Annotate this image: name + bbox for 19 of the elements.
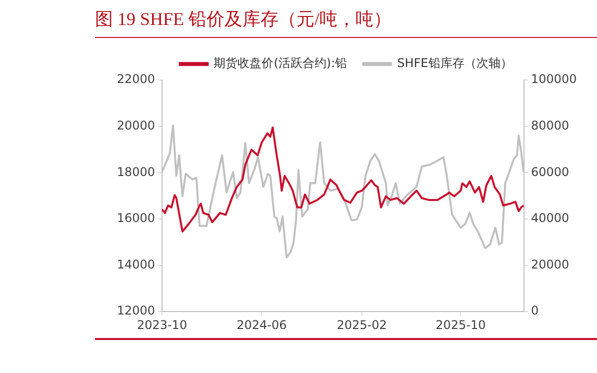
legend-label: SHFE铅库存（次轴） [397,56,512,70]
y2-tick-label: 20000 [531,257,570,272]
y2-tick-label: 80000 [531,118,570,132]
x-tick-label: 2025-02 [336,318,387,332]
x-tick-label: 2024-06 [236,318,287,332]
y-tick-label: 20000 [116,118,155,132]
y-tick-label: 22000 [116,72,155,86]
legend-label: 期货收盘价(活跃合约):铅 [214,56,348,70]
y2-tick-label: 100000 [531,72,577,86]
y-tick-label: 12000 [116,304,155,318]
y2-tick-label: 60000 [531,164,570,179]
x-tick-label: 2023-10 [136,318,188,332]
y-tick-label: 14000 [116,257,155,272]
y-tick-label: 16000 [116,211,155,226]
y2-tick-label: 40000 [531,211,570,226]
y2-tick-label: 0 [531,304,539,318]
y-tick-label: 18000 [116,164,155,179]
x-tick-label: 2025-10 [436,318,486,332]
chart-title: 图 19 SHFE 铅价及库存（元/吨，吨） [95,8,392,31]
